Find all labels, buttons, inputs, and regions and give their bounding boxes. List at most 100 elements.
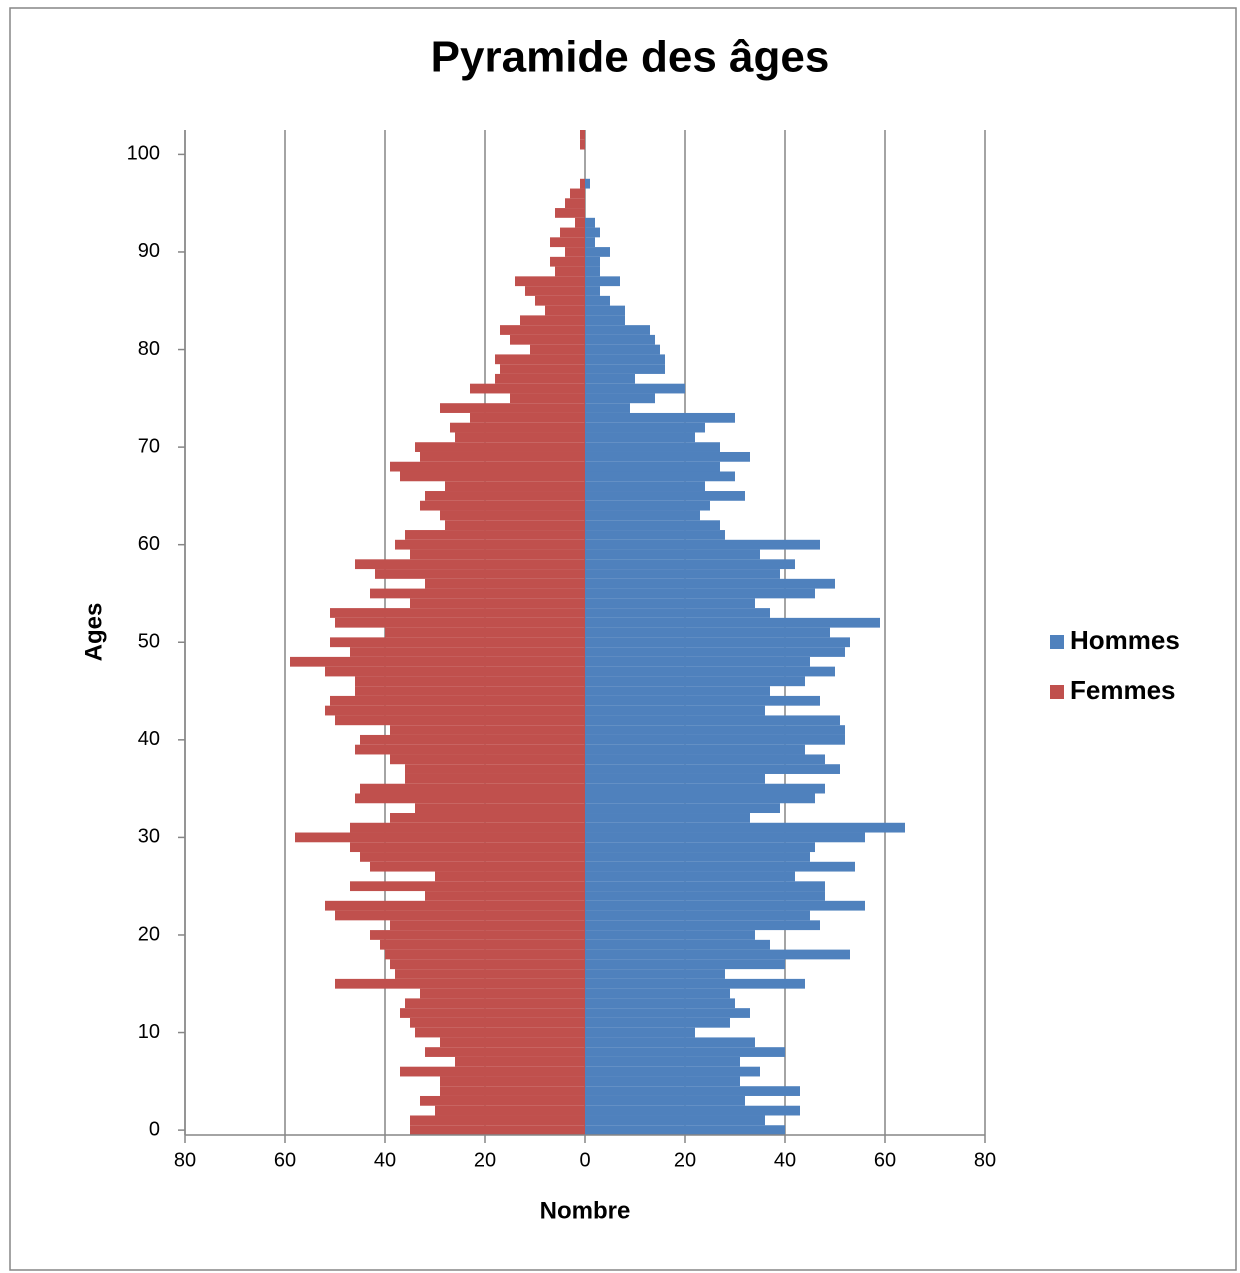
bar [585,549,760,560]
bar [335,910,585,921]
bar [425,578,585,589]
bar [405,764,585,774]
bar [580,178,585,189]
bar [585,793,815,804]
bar [585,998,735,1009]
bar [585,334,655,345]
bar [445,520,585,531]
bar [585,256,600,267]
bar [330,637,585,648]
y-tick-label: 60 [138,533,160,555]
legend-swatch [1050,635,1064,649]
bar [585,744,805,755]
bar [585,959,785,970]
y-tick-label: 30 [138,826,160,848]
bar [585,1066,760,1077]
bar [550,237,585,248]
bar [585,891,825,901]
bar [585,315,625,326]
bar [410,549,585,560]
bar [585,598,755,609]
bar [585,569,780,579]
bar [585,578,835,589]
bar [360,852,585,862]
bar [425,1047,585,1057]
bar [325,900,585,911]
bar [585,822,905,833]
bar [520,315,585,326]
bar [415,1027,585,1038]
bar [585,871,795,882]
bar [290,656,585,667]
bar [585,773,765,784]
bar [585,930,755,940]
bar [420,988,585,999]
bar [585,910,810,921]
bar [585,881,825,892]
bar [390,754,585,765]
bar [565,198,585,209]
bar [585,491,745,501]
bar [585,305,625,316]
bar [585,666,835,677]
bar [585,734,845,745]
bar [355,686,585,696]
bar [585,900,865,911]
bar [585,227,600,238]
bar [400,1008,585,1018]
bar [390,461,585,472]
bar [370,588,585,599]
bar [555,208,585,218]
bar [415,442,585,452]
bar [350,647,585,657]
bar [390,959,585,970]
bar [585,705,765,716]
y-tick-label: 50 [138,631,160,653]
bar [545,305,585,316]
x-tick-label: 80 [174,1149,196,1171]
bar [585,471,735,482]
bar [350,881,585,892]
bar [390,725,585,735]
bar [585,393,655,404]
bar [555,266,585,277]
bar [455,432,585,443]
bar [585,647,845,657]
bar [535,295,585,306]
bar [530,344,585,355]
bar [585,481,705,492]
bar [585,949,850,960]
bar [585,803,780,814]
bar [420,451,585,462]
bar [585,832,865,843]
bar [370,930,585,940]
bar [585,725,845,735]
bar [585,588,815,599]
bar [350,822,585,833]
bar [585,442,720,452]
y-tick-label: 80 [138,338,160,360]
bar [450,422,585,433]
bar [585,939,770,950]
bar [585,266,600,277]
bar [335,715,585,726]
bar [585,295,610,306]
bar [585,686,770,696]
bar [410,598,585,609]
bar [330,695,585,706]
y-tick-label: 20 [138,923,160,945]
bar [470,412,585,423]
bar [585,354,665,365]
bar [385,627,585,638]
bar [510,393,585,404]
bar [410,1017,585,1028]
bar [455,1056,585,1067]
bar [585,637,850,648]
bar [585,539,820,550]
bar [400,1066,585,1077]
bar [585,1008,750,1018]
bar [585,364,665,374]
legend-label: Hommes [1070,625,1180,655]
y-tick-label: 70 [138,435,160,457]
